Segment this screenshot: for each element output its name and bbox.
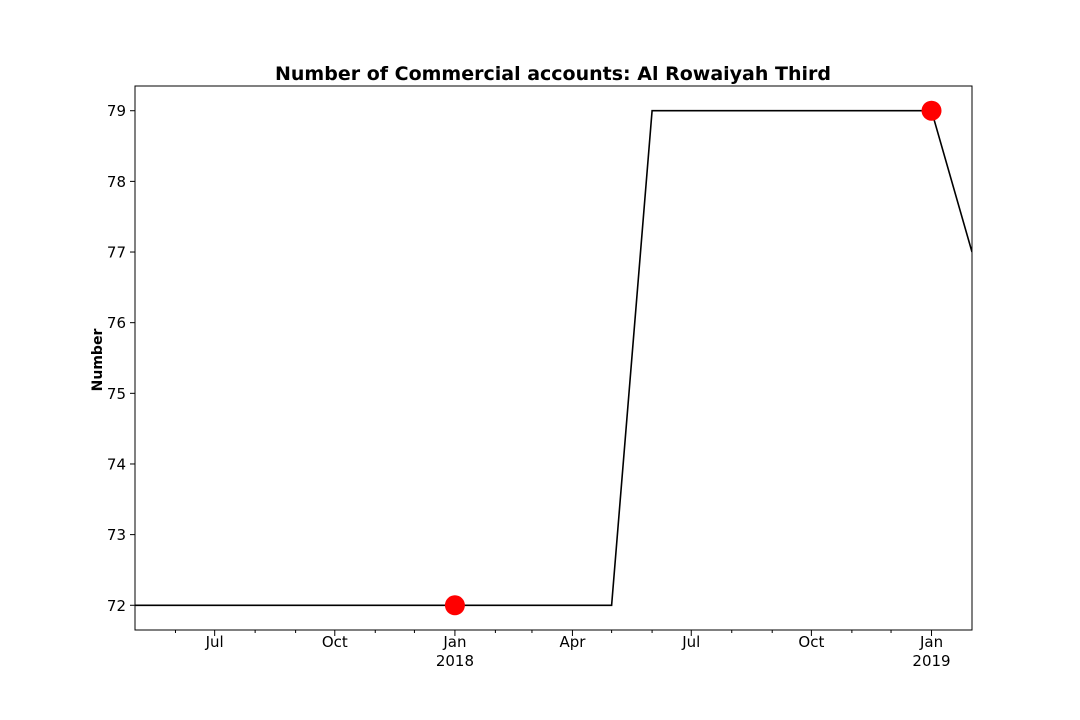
y-axis-label: Number	[90, 329, 106, 392]
y-tick-label: 73	[107, 526, 126, 544]
plot-frame	[134, 85, 973, 631]
x-tick-label: Oct	[798, 633, 824, 651]
x-tick-year-label: 2018	[436, 652, 474, 670]
y-tick-label: 79	[107, 102, 126, 120]
y-tick-label: 77	[107, 244, 126, 262]
x-tick-label: Oct	[322, 633, 348, 651]
x-tick-label: Apr	[559, 633, 586, 651]
x-tick-label: Jan	[919, 633, 943, 651]
highlight-marker	[444, 595, 465, 616]
y-tick-label: 74	[107, 455, 126, 473]
y-axis: 72 73 74 75 76 77 78 79	[107, 102, 135, 615]
y-tick-label: 76	[107, 314, 126, 332]
plot-area	[135, 100, 972, 616]
x-tick-year-label: 2019	[912, 652, 950, 670]
y-tick-label: 78	[107, 173, 126, 191]
y-tick-label: 75	[107, 385, 126, 403]
x-tick-label: Jan	[442, 633, 466, 651]
x-tick-label: Jul	[681, 633, 700, 651]
chart-title: Number of Commercial accounts: Al Rowaiy…	[275, 63, 831, 85]
y-tick-label: 72	[107, 597, 126, 615]
highlight-marker	[921, 100, 942, 121]
x-tick-label: Jul	[205, 633, 224, 651]
